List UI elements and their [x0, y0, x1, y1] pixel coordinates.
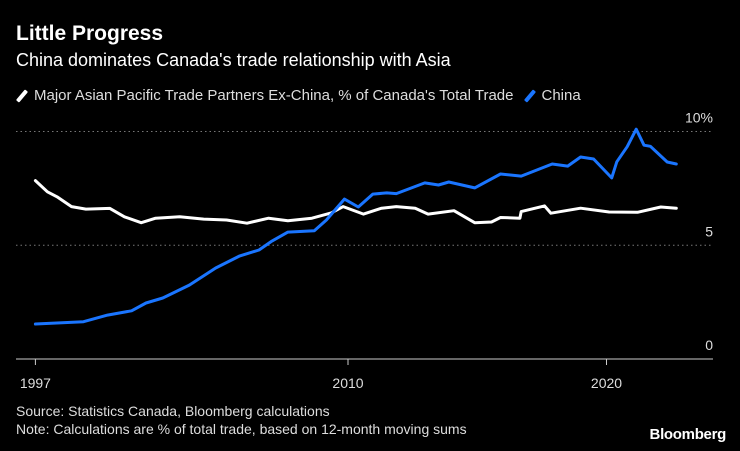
source-note: Source: Statistics Canada, Bloomberg cal…	[16, 403, 330, 419]
bloomberg-logo: Bloomberg	[649, 426, 727, 443]
series-line-china	[33, 127, 678, 326]
legend-label-china: China	[541, 87, 581, 104]
y-tick-label: 10%	[685, 110, 713, 126]
footnote: Note: Calculations are % of total trade,…	[16, 421, 467, 437]
chart-subtitle: China dominates Canada's trade relations…	[16, 50, 451, 70]
x-tick-label: 1997	[20, 375, 51, 391]
series-line-ex-china	[33, 179, 678, 225]
legend: Major Asian Pacific Trade Partners Ex-Ch…	[15, 87, 591, 104]
x-tick-label: 2020	[591, 375, 622, 391]
legend-item-ex-china: Major Asian Pacific Trade Partners Ex-Ch…	[15, 87, 514, 104]
y-tick-label: 0	[705, 337, 713, 353]
legend-label-ex-china: Major Asian Pacific Trade Partners Ex-Ch…	[34, 87, 514, 104]
chart-title: Little Progress	[16, 22, 164, 45]
legend-item-china: China	[523, 87, 581, 104]
y-tick-label: 5	[705, 223, 713, 239]
x-tick-label: 2010	[332, 375, 363, 391]
